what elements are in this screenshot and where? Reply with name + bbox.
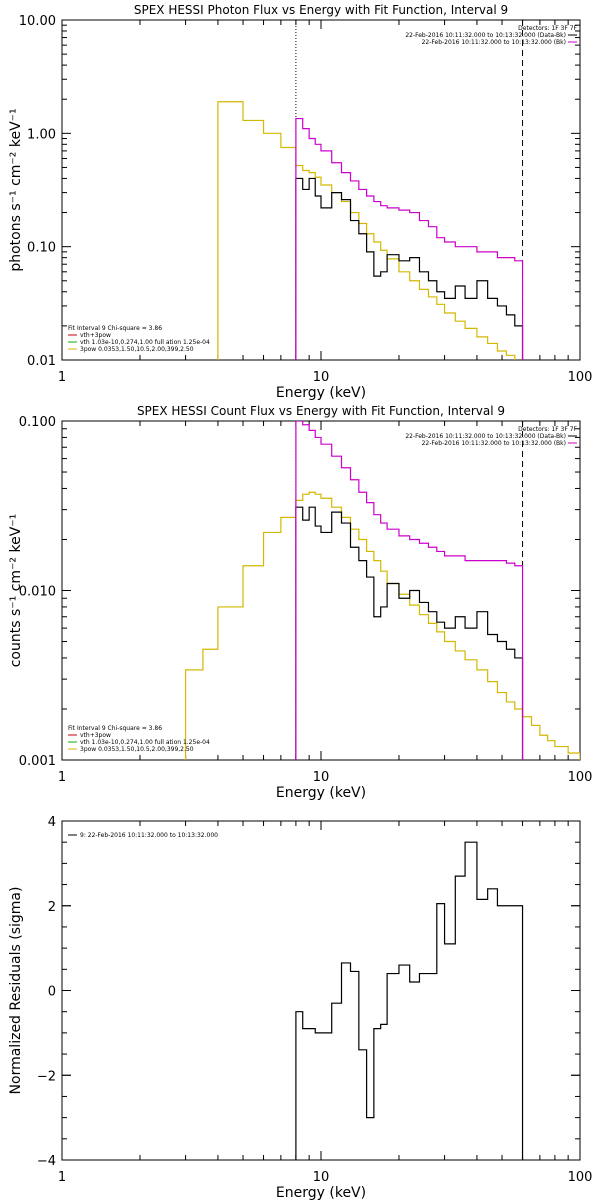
legend-entry: vth+3pow — [80, 332, 111, 339]
x-axis-label: Energy (keV) — [276, 1185, 366, 1200]
y-tick-label: 0.100 — [19, 415, 56, 430]
legend-entry: 3pow 0.0353,1.50,10.5,2.00,399,2.50 — [80, 746, 194, 753]
chart-title: SPEX HESSI Photon Flux vs Energy with Fi… — [134, 3, 508, 17]
info-line: 22-Feb-2016 10:11:32.000 to 10:13:32.000… — [422, 440, 566, 447]
y-axis-label: Normalized Residuals (sigma) — [8, 887, 24, 1095]
x-tick-label: 1 — [58, 370, 66, 385]
y-tick-label: −4 — [37, 1154, 56, 1169]
x-tick-label: 100 — [568, 1170, 593, 1185]
x-tick-label: 10 — [313, 370, 330, 385]
panel-3: 1 10 100 −4 −2 0 2 4 Energy (keV) Normalized Resi… — [8, 815, 592, 1200]
series-line-1 — [184, 491, 580, 760]
y-axis-label: counts s⁻¹ cm⁻² keV⁻¹ — [8, 514, 24, 668]
series-line-1 — [217, 101, 533, 360]
series-line-2 — [295, 177, 524, 360]
x-axis-label: Energy (keV) — [276, 385, 366, 401]
y-tick-label: −2 — [37, 1069, 56, 1084]
info-line: 22-Feb-2016 10:11:32.000 to 10:13:32.000… — [405, 433, 566, 440]
y-tick-label: 1.00 — [27, 127, 56, 142]
panel-1: 1 10 100 0.01 0.10 1.00 10.00 SPEX HESSI Photon… — [8, 3, 592, 401]
y-tick-label: 0 — [48, 985, 56, 1000]
panel-2: 1 10 100 0.001 0.010 0.100 SPEX HESSI Count Fl… — [8, 404, 592, 801]
y-axis-label: photons s⁻¹ cm⁻² keV⁻¹ — [8, 108, 24, 271]
legend-entry: vth 1.03e-10,0.274,1.00 full ation 1.25e… — [80, 339, 210, 346]
plot-area — [295, 841, 524, 1160]
y-tick-label: 0.010 — [19, 585, 56, 600]
chart-title: SPEX HESSI Count Flux vs Energy with Fit… — [137, 404, 505, 418]
plot-area — [217, 20, 533, 360]
legend-entry: 9: 22-Feb-2016 10:11:32.000 to 10:13:32.… — [80, 832, 218, 839]
x-tick-label: 1 — [58, 1170, 66, 1185]
x-tick-label: 100 — [568, 770, 593, 785]
y-tick-label: 2 — [48, 900, 56, 915]
legend-entry: Fit Interval 9 Chi-square = 3.86 — [68, 725, 162, 732]
y-tick-label: 0.01 — [27, 354, 56, 369]
legend-entry: Fit Interval 9 Chi-square = 3.86 — [68, 325, 162, 332]
legend-entry: vth 1.03e-10,0.274,1.00 full ation 1.25e… — [80, 739, 210, 746]
x-tick-label: 10 — [313, 1170, 330, 1185]
series-line-2 — [295, 506, 524, 760]
series-line-3 — [295, 117, 524, 360]
series-line-1 — [295, 841, 524, 1160]
info-line: Detectors: 1F 3F 7F — [518, 25, 577, 32]
plot-area — [184, 421, 580, 760]
series-line-3 — [295, 421, 524, 760]
info-line: 22-Feb-2016 10:11:32.000 to 10:13:32.000… — [405, 32, 566, 39]
x-tick-label: 100 — [568, 370, 593, 385]
y-tick-label: 0.10 — [27, 241, 56, 256]
y-tick-label: 10.00 — [19, 14, 56, 29]
x-tick-label: 1 — [58, 770, 66, 785]
info-line: 22-Feb-2016 10:11:32.000 to 10:13:32.000… — [422, 39, 566, 46]
y-tick-label: 4 — [48, 815, 56, 830]
plot-frame — [61, 820, 581, 1161]
legend-entry: vth+3pow — [80, 732, 111, 739]
x-tick-label: 10 — [313, 770, 330, 785]
plot-frame — [61, 19, 581, 361]
plot-frame — [61, 420, 581, 761]
y-tick-label: 0.001 — [19, 754, 56, 769]
x-axis-label: Energy (keV) — [276, 785, 366, 801]
legend-entry: 3pow 0.0353,1.50,10.5,2.00,399,2.50 — [80, 346, 194, 353]
info-line: Detectors: 1F 3F 7F — [518, 426, 577, 433]
